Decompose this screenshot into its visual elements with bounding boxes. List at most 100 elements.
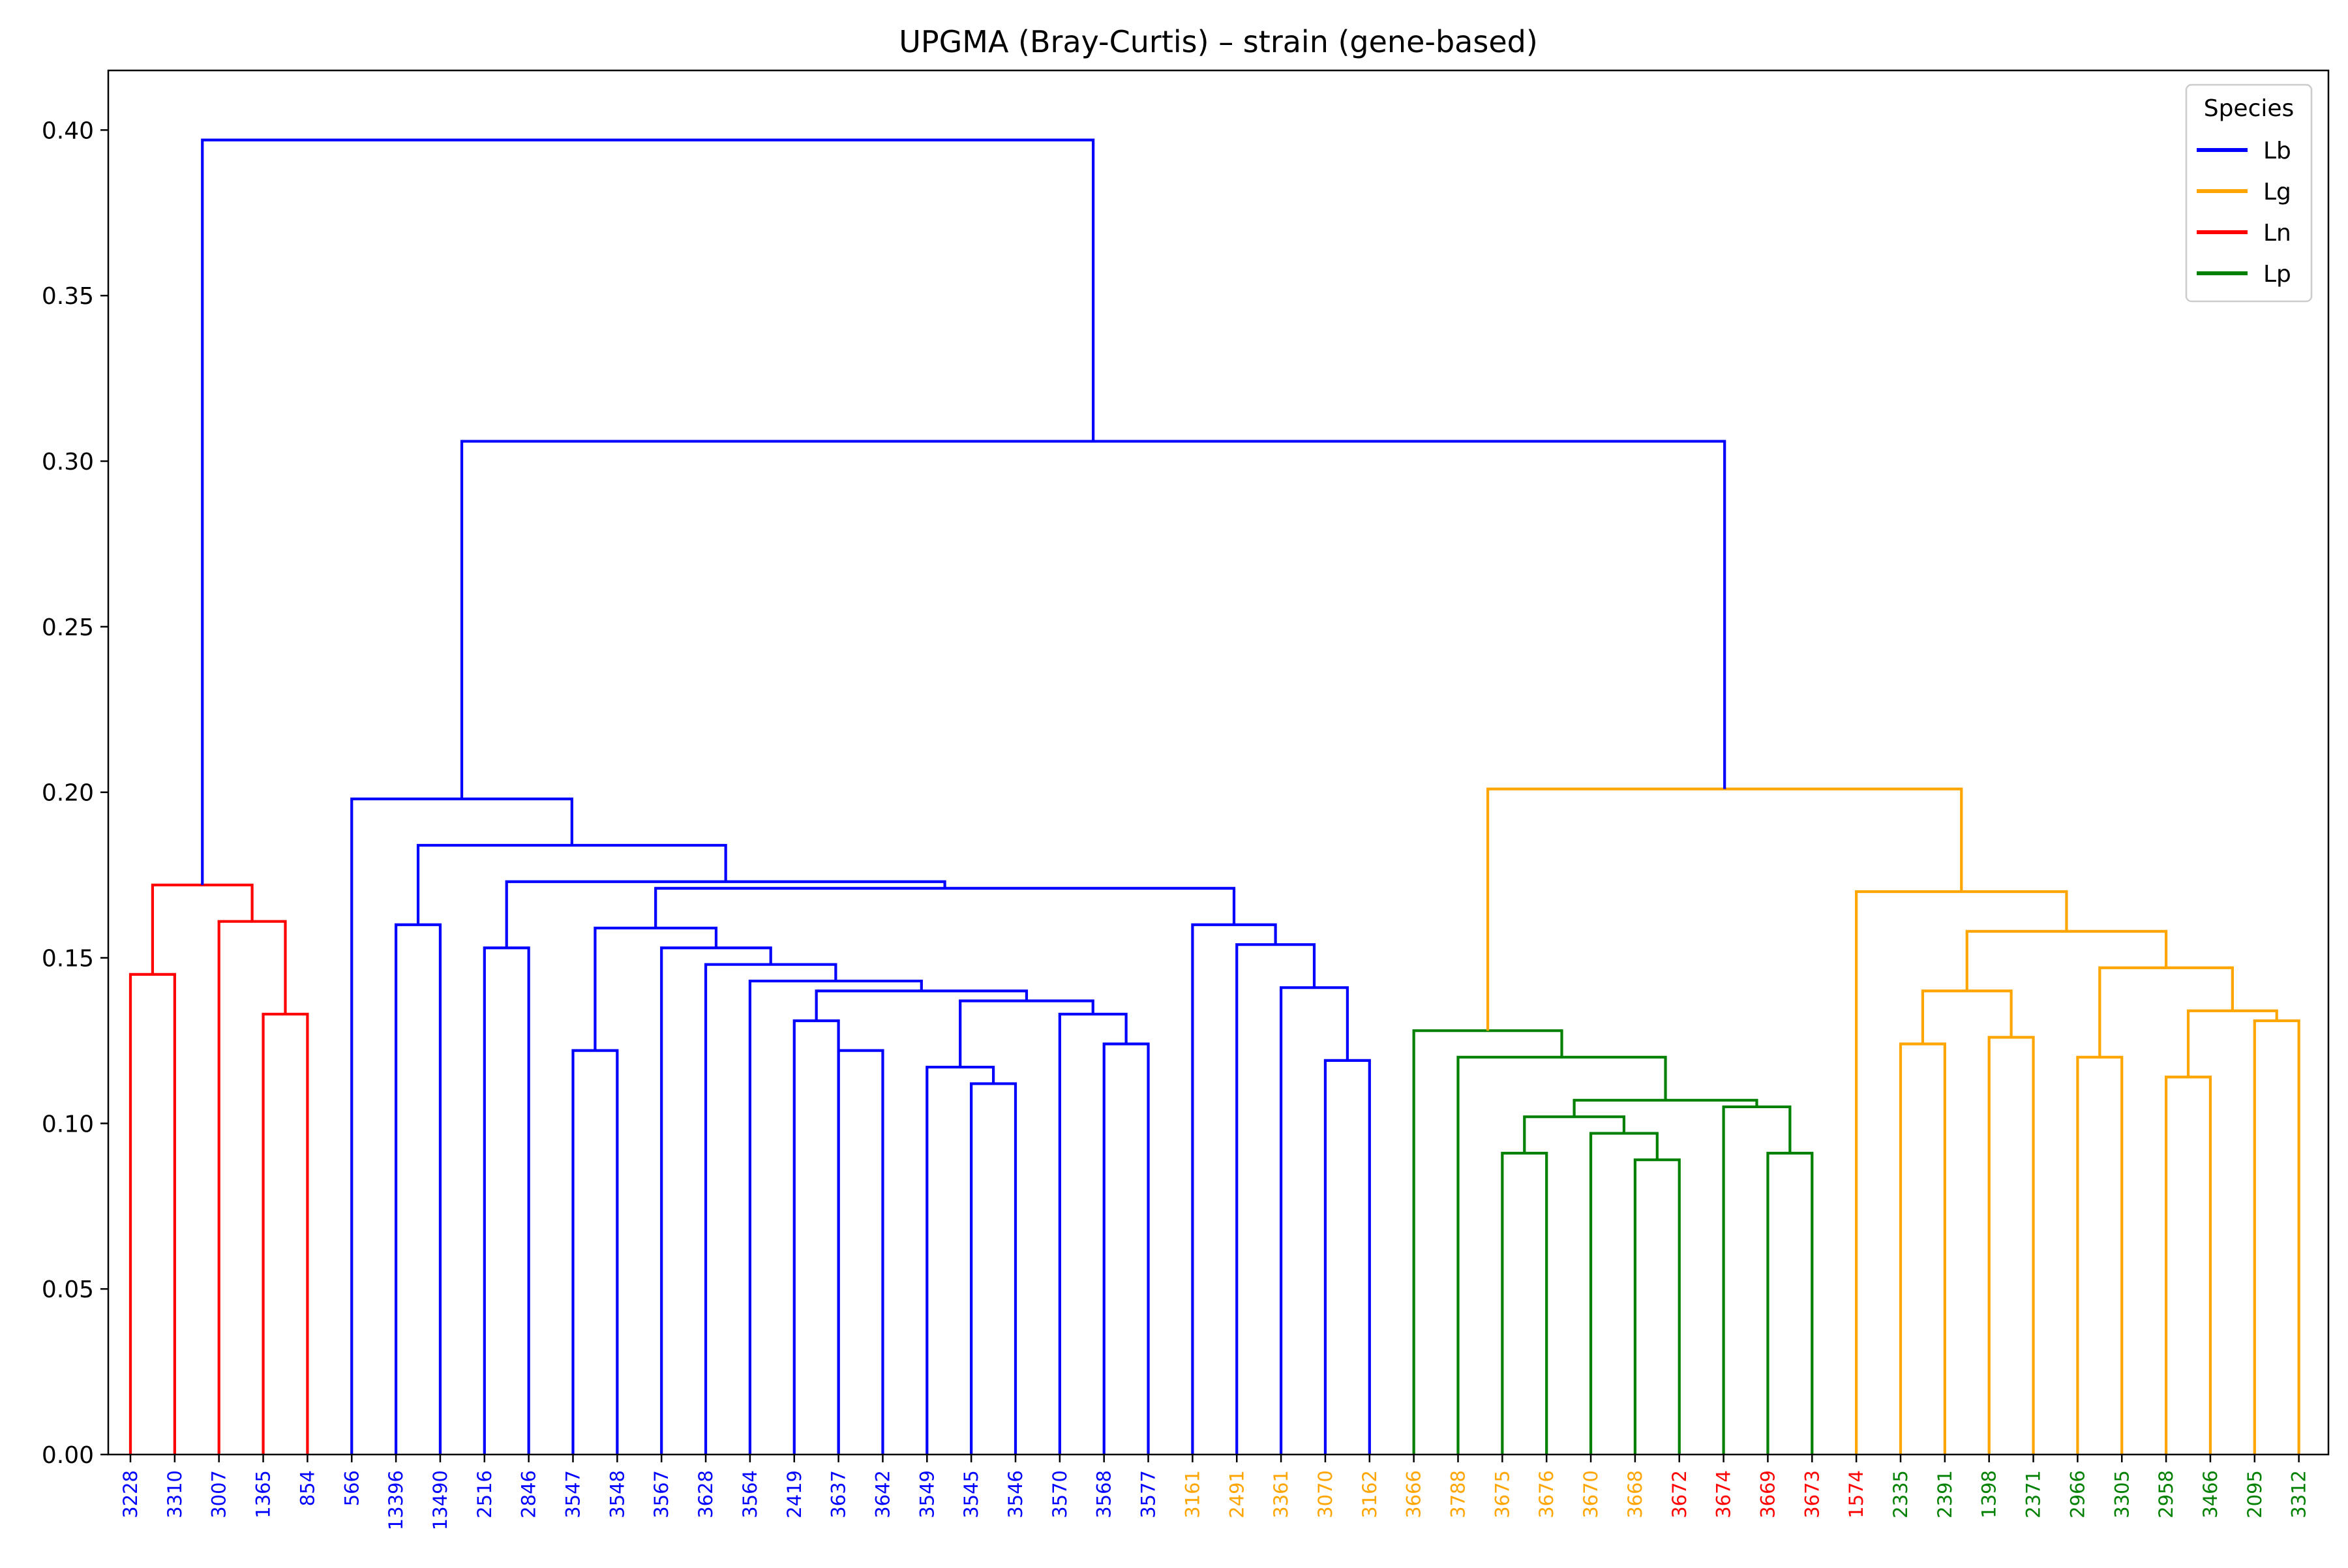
y-tick-label-0: 0.00 [42, 1442, 94, 1469]
dendrogram-link-8 [837, 1049, 884, 1455]
legend-title: Species [2204, 95, 2295, 122]
legend-label-Lp: Lp [2263, 261, 2291, 288]
dendrogram-link-30 [1523, 1115, 1626, 1154]
leaf-label-1398: 1398 [1978, 1470, 2000, 1518]
leaf-label-3676: 3676 [1535, 1470, 1558, 1518]
dendrogram-link-24 [505, 880, 946, 948]
leaf-label-3669: 3669 [1756, 1470, 1779, 1518]
leaf-label-1365: 1365 [252, 1470, 275, 1518]
dendrogram-link-12 [1058, 1012, 1128, 1455]
dendrogram-link-23 [654, 886, 1236, 928]
leaf-label-3548: 3548 [606, 1470, 628, 1518]
dendrogram-link-47 [460, 440, 1726, 799]
dendrogram-link-10 [926, 1065, 995, 1455]
dendrogram-link-1 [262, 1012, 309, 1455]
leaf-label-3568: 3568 [1093, 1470, 1115, 1518]
dendrogram-link-39 [2076, 1055, 2124, 1455]
dendrogram-link-27 [1501, 1151, 1548, 1455]
y-tick-label-8: 0.40 [42, 117, 94, 144]
leaf-label-3310: 3310 [164, 1470, 186, 1518]
dendrogram-link-36 [1899, 1042, 1946, 1455]
dendrogram-link-33 [1573, 1098, 1758, 1117]
dendrogram-link-2 [217, 920, 287, 1455]
legend: Species Lb Lg Ln Lp [2185, 83, 2313, 303]
dendrogram-link-15 [748, 979, 923, 1455]
chart-title: UPGMA (Bray-Curtis) – strain (gene-based… [899, 24, 1538, 59]
leaf-label-2516: 2516 [474, 1470, 496, 1518]
leaf-label-2371: 2371 [2023, 1470, 2045, 1518]
y-tick-label-1: 0.05 [42, 1276, 94, 1303]
leaf-label-3162: 3162 [1359, 1470, 1381, 1518]
y-axis: 0.00 0.05 0.10 0.15 0.20 0.25 0.30 0.35 0.40 [42, 117, 108, 1469]
leaf-label-3545: 3545 [960, 1470, 982, 1518]
leaf-label-13490: 13490 [429, 1470, 451, 1530]
dendrogram-link-0 [128, 972, 176, 1455]
leaf-label-3547: 3547 [562, 1470, 584, 1518]
leaf-label-2391: 2391 [1934, 1470, 1956, 1518]
dendrogram-link-31 [1766, 1151, 1814, 1455]
dendrogram-link-35 [1412, 1029, 1563, 1455]
leaf-label-3305: 3305 [2111, 1470, 2133, 1518]
leaf-label-3070: 3070 [1314, 1470, 1336, 1518]
leaf-label-3675: 3675 [1491, 1470, 1513, 1518]
leaf-label-2335: 2335 [1889, 1470, 1912, 1518]
leaf-label-3666: 3666 [1403, 1470, 1425, 1518]
dendrogram-links [128, 138, 2300, 1455]
dendrogram-link-13 [959, 999, 1094, 1068]
dendrogram-link-41 [2253, 1019, 2300, 1455]
leaf-label-3670: 3670 [1580, 1470, 1602, 1518]
leaf-label-3673: 3673 [1801, 1470, 1823, 1518]
y-tick-label-3: 0.15 [42, 946, 94, 972]
dendrogram-link-48 [201, 138, 1095, 885]
dendrogram-link-29 [1589, 1132, 1659, 1455]
leaf-label-1574: 1574 [1845, 1470, 1867, 1518]
leaf-label-2958: 2958 [2155, 1470, 2177, 1518]
legend-box [2185, 83, 2313, 303]
dendrogram-link-22 [1191, 923, 1277, 1455]
leaf-label-3546: 3546 [1004, 1470, 1027, 1518]
leaf-label-2966: 2966 [2066, 1470, 2088, 1518]
dendrogram-link-28 [1633, 1158, 1681, 1455]
leaf-label-3642: 3642 [871, 1470, 894, 1518]
leaf-label-2491: 2491 [1226, 1470, 1248, 1518]
dendrogram-link-7 [792, 1019, 840, 1455]
leaf-label-3570: 3570 [1049, 1470, 1071, 1518]
leaf-label-854: 854 [296, 1470, 318, 1506]
leaf-label-3668: 3668 [1624, 1470, 1646, 1518]
leaf-label-3564: 3564 [739, 1470, 761, 1518]
leaf-label-3788: 3788 [1447, 1470, 1469, 1518]
leaf-label-13396: 13396 [385, 1470, 407, 1530]
leaf-label-3637: 3637 [828, 1470, 850, 1518]
dendrogram-link-4 [395, 923, 442, 1455]
y-tick-label-6: 0.30 [42, 449, 94, 475]
y-tick-label-5: 0.25 [42, 614, 94, 641]
leaf-label-3007: 3007 [208, 1470, 230, 1518]
leaf-label-2846: 2846 [518, 1470, 540, 1518]
leaf-label-3577: 3577 [1137, 1470, 1160, 1518]
y-tick-label-4: 0.20 [42, 780, 94, 807]
leaf-label-3161: 3161 [1181, 1470, 1203, 1518]
dendrogram-link-20 [1280, 986, 1349, 1455]
dendrogram-link-32 [1722, 1105, 1792, 1455]
leaf-label-3672: 3672 [1668, 1470, 1691, 1518]
dendrogram-link-45 [1855, 890, 2068, 1455]
dendrogram-link-6 [571, 1049, 619, 1455]
dendrogram-link-26 [350, 797, 573, 1455]
dendrogram-link-19 [1323, 1059, 1371, 1455]
x-axis-leaf-labels: 3228 3310 3007 1365 854 566 13396 13490 2516 2846… [119, 1455, 2310, 1530]
dendrogram-link-11 [1102, 1042, 1150, 1455]
leaf-label-2095: 2095 [2244, 1470, 2266, 1518]
dendrogram-link-21 [1235, 943, 1316, 1455]
dendrogram-link-3 [151, 883, 254, 974]
dendrogram-link-44 [1965, 929, 2168, 991]
dendrogram-link-17 [660, 946, 772, 1455]
legend-label-Lg: Lg [2263, 179, 2291, 205]
dendrogram-link-25 [416, 843, 727, 925]
dendrogram-link-43 [2098, 966, 2234, 1057]
leaf-label-3549: 3549 [916, 1470, 938, 1518]
leaf-label-3228: 3228 [119, 1470, 142, 1518]
leaf-label-3312: 3312 [2288, 1470, 2310, 1518]
plot-frame [107, 69, 2330, 1456]
